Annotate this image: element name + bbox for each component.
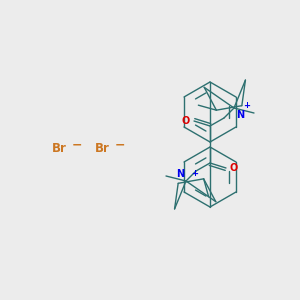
- Text: Br: Br: [52, 142, 67, 154]
- Text: O: O: [230, 163, 238, 173]
- Text: Br: Br: [95, 142, 110, 154]
- Text: −: −: [115, 139, 125, 152]
- Text: +: +: [191, 169, 198, 178]
- Text: N: N: [176, 169, 184, 179]
- Text: O: O: [182, 116, 190, 126]
- Text: +: +: [243, 100, 250, 109]
- Text: −: −: [72, 139, 83, 152]
- Text: N: N: [236, 110, 244, 120]
